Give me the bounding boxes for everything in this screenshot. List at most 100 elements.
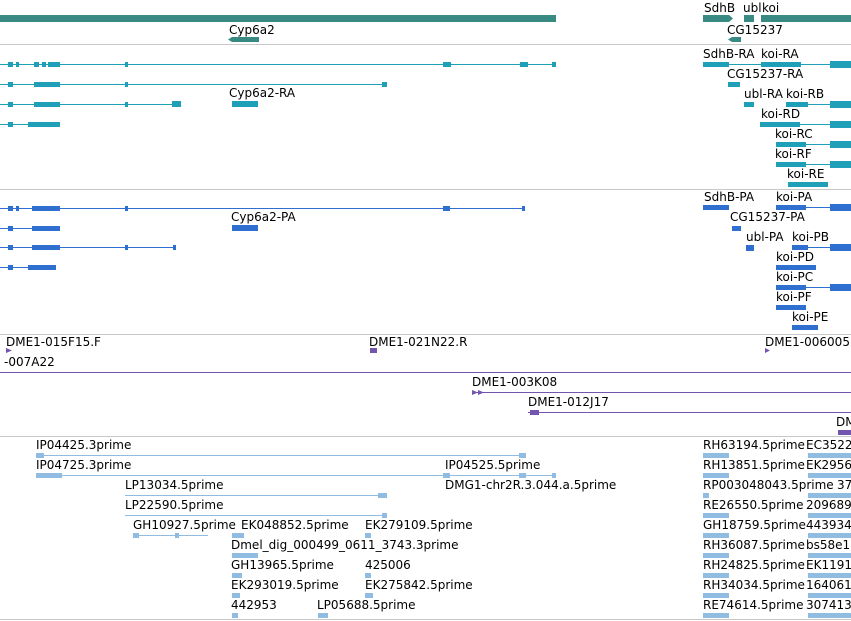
mrna-exon: [172, 101, 181, 107]
est-label: EK293019.5prime: [231, 578, 339, 592]
mrna-exon: [48, 62, 60, 67]
cds-label: koi-PD: [776, 250, 814, 264]
cds-exon: [792, 325, 818, 330]
gene-cyp6a2-bar[interactable]: [0, 15, 556, 22]
est-label: GH13965.5prime: [231, 558, 334, 572]
mrna-exon: [16, 62, 19, 67]
mrna-exon: [703, 62, 729, 67]
mrna-exon: [125, 102, 128, 107]
cds-exon: [703, 205, 729, 210]
clone-marker: [478, 390, 484, 395]
est-block: [365, 573, 371, 578]
clone-marker[interactable]: [765, 348, 770, 353]
track-dividers: [0, 44, 851, 620]
mrna-label: SdhB-RA: [703, 47, 755, 61]
clone-label: DME1-006005: [765, 335, 850, 349]
est-label: 442953: [231, 598, 277, 612]
est-block: [378, 493, 387, 498]
est-label: EK1191: [806, 558, 851, 572]
mrna-exon: [788, 182, 828, 187]
est-block: [808, 573, 851, 578]
gene-cyp6a2-short-bar[interactable]: [232, 37, 259, 42]
clone-marker: [530, 410, 539, 415]
est-block: [808, 553, 851, 558]
clone-marker[interactable]: [370, 348, 377, 353]
mrna-exon: [728, 82, 740, 87]
mrna-exon: [34, 102, 60, 107]
mrna-exon: [830, 121, 851, 128]
gene-label-koi: koi: [762, 1, 779, 15]
est-block: [703, 473, 729, 478]
cds-exon: [8, 245, 13, 250]
cds-exon: [776, 205, 806, 210]
mrna-exon: [34, 62, 39, 67]
est-label: GH18759.5prime: [703, 518, 806, 532]
est-label: RE26550.5prime: [703, 498, 804, 512]
mrna-exon: [8, 102, 13, 107]
mrna-label: koi-RB: [786, 87, 824, 101]
mrna-exon: [8, 122, 13, 127]
cds-label: koi-PC: [776, 270, 813, 284]
mrna-exon: [830, 101, 851, 108]
est-block: [443, 473, 450, 478]
mrna-label: CG15237-RA: [727, 67, 804, 81]
cds-exon: [8, 226, 13, 231]
mrna-track: [0, 61, 851, 187]
cds-exon: [8, 206, 13, 211]
cds-label: ubl-PA: [746, 230, 784, 244]
est-label: RH13851.5prime: [703, 458, 805, 472]
cds-label: CG15237-PA: [730, 210, 806, 224]
cds-exon: [32, 245, 60, 250]
clone-marker: [838, 430, 851, 435]
est-label: DMG1-chr2R.3.044.a.5prime: [445, 478, 616, 492]
cds-label: Cyp6a2-PA: [231, 210, 297, 224]
est-block: [808, 453, 851, 458]
mrna-label: koi-RE: [787, 167, 824, 181]
est-label: EK275842.5prime: [365, 578, 473, 592]
cds-exon: [732, 226, 741, 231]
cds-label: SdhB-PA: [704, 190, 755, 204]
est-block: [519, 473, 526, 478]
gene-cyp6a2-arrow: [228, 37, 232, 42]
cds-exon: [792, 245, 808, 250]
gene-ubl-bar[interactable]: [744, 15, 754, 22]
est-label: RE74614.5prime: [703, 598, 804, 612]
mrna-exon: [443, 62, 451, 67]
est-label: EK048852.5prime: [241, 518, 349, 532]
est-label: IP04425.3prime: [36, 438, 131, 452]
clone-label: DME1-021N22.R: [369, 335, 467, 349]
cds-exon: [125, 245, 128, 250]
est-block: [703, 513, 729, 518]
est-label: RH34034.5prime: [703, 578, 805, 592]
cds-label: koi-PA: [776, 190, 813, 204]
clone-marker: [472, 390, 478, 395]
mrna-exon: [382, 82, 387, 87]
est-block: [365, 533, 371, 538]
gene-label-cg15237: CG15237: [727, 23, 783, 37]
est-block: [318, 613, 328, 618]
gene-cg15237-bar[interactable]: [732, 37, 741, 42]
mrna-label: ubl-RA: [744, 87, 784, 101]
est-block: [703, 533, 729, 538]
mrna-label: koi-RF: [775, 147, 812, 161]
est-label: IP04525.5prime: [445, 458, 540, 472]
cds-exon: [16, 206, 19, 211]
clone-label: -007A22: [4, 355, 55, 369]
gene-koi-bar[interactable]: [761, 15, 851, 22]
cds-exon: [830, 204, 851, 211]
cds-exon: [830, 244, 851, 251]
est-label: 209689: [806, 498, 851, 512]
est-track: [36, 453, 851, 618]
mrna-exon: [830, 161, 851, 168]
cds-exon: [776, 265, 816, 270]
est-label: 425006: [365, 558, 411, 572]
est-label: EK279109.5prime: [365, 518, 473, 532]
cds-exon: [776, 285, 806, 290]
cds-label: koi-PF: [776, 290, 812, 304]
est-block: [808, 513, 851, 518]
clone-marker[interactable]: [6, 348, 12, 353]
gene-sdhb-bar[interactable]: [703, 15, 729, 22]
mrna-exon: [776, 142, 806, 147]
gene-cg15237-arrow: [728, 37, 732, 42]
